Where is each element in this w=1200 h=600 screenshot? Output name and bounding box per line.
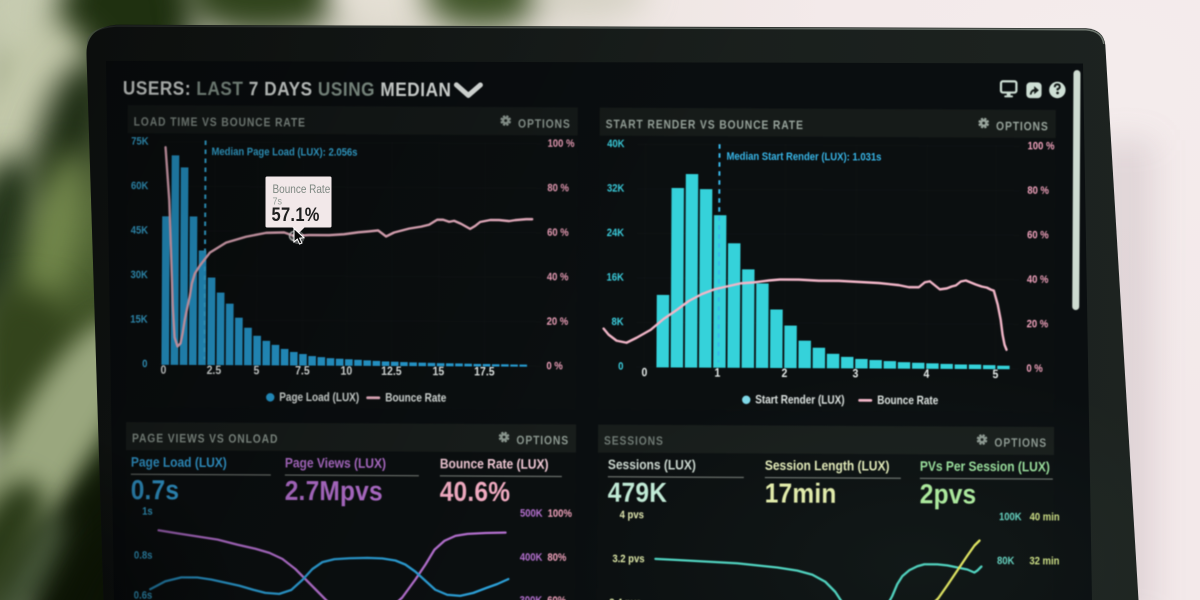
svg-text:32 min: 32 min: [1029, 556, 1059, 568]
svg-text:80K: 80K: [997, 556, 1015, 568]
svg-text:0 %: 0 %: [546, 361, 562, 373]
svg-text:300K: 300K: [519, 595, 542, 600]
svg-text:OPTIONS: OPTIONS: [994, 437, 1047, 450]
svg-text:3: 3: [852, 368, 858, 381]
svg-text:3.2 pvs: 3.2 pvs: [612, 554, 645, 566]
svg-text:SESSIONS: SESSIONS: [604, 435, 664, 448]
svg-text:0.8s: 0.8s: [134, 550, 153, 562]
svg-text:60 %: 60 %: [547, 227, 569, 239]
svg-text:0.6s: 0.6s: [134, 590, 153, 600]
svg-text:100 %: 100 %: [1028, 141, 1055, 153]
svg-text:2: 2: [781, 368, 787, 381]
svg-text:80 %: 80 %: [547, 183, 569, 195]
svg-text:15K: 15K: [130, 314, 148, 326]
svg-text:1s: 1s: [142, 506, 153, 518]
svg-text:60K: 60K: [131, 181, 149, 193]
svg-text:16K: 16K: [606, 272, 624, 284]
svg-text:40.6%: 40.6%: [440, 475, 511, 507]
svg-text:57.1%: 57.1%: [272, 204, 320, 225]
svg-text:60 %: 60 %: [1027, 230, 1049, 242]
svg-text:Bounce Rate: Bounce Rate: [273, 183, 331, 196]
svg-text:75K: 75K: [131, 136, 149, 148]
svg-text:8K: 8K: [611, 317, 624, 329]
svg-text:OPTIONS: OPTIONS: [516, 435, 569, 448]
svg-text:Median Page Load (LUX): 2.056s: Median Page Load (LUX): 2.056s: [211, 147, 357, 160]
svg-text:4: 4: [923, 368, 930, 381]
svg-text:7s: 7s: [273, 196, 283, 208]
svg-text:17min: 17min: [765, 477, 837, 509]
svg-text:LOAD TIME VS BOUNCE RATE: LOAD TIME VS BOUNCE RATE: [134, 116, 306, 130]
svg-text:30K: 30K: [130, 270, 148, 282]
svg-text:4 pvs: 4 pvs: [620, 510, 645, 522]
svg-text:Median Start Render (LUX): 1.0: Median Start Render (LUX): 1.031s: [726, 151, 881, 164]
svg-text:1: 1: [714, 367, 720, 380]
svg-text:5: 5: [992, 369, 998, 382]
svg-text:Bounce Rate (LUX): Bounce Rate (LUX): [440, 456, 549, 473]
svg-text:10: 10: [341, 365, 353, 378]
svg-text:OPTIONS: OPTIONS: [518, 118, 571, 131]
svg-text:60%: 60%: [547, 595, 566, 600]
svg-text:32K: 32K: [607, 183, 625, 195]
svg-text:45K: 45K: [131, 225, 149, 237]
svg-text:24K: 24K: [607, 228, 625, 240]
svg-text:0.7s: 0.7s: [131, 474, 180, 506]
svg-text:40K: 40K: [607, 139, 625, 151]
svg-text:40 min: 40 min: [1030, 512, 1060, 524]
svg-text:0: 0: [160, 364, 166, 377]
svg-text:Bounce Rate: Bounce Rate: [385, 392, 446, 405]
svg-text:Page Views (LUX): Page Views (LUX): [285, 455, 386, 472]
svg-text:2.7Mpvs: 2.7Mpvs: [285, 474, 383, 507]
svg-text:15: 15: [433, 366, 445, 379]
svg-text:Sessions (LUX): Sessions (LUX): [608, 456, 696, 472]
svg-text:Start Render (LUX): Start Render (LUX): [755, 394, 845, 407]
svg-text:17.5: 17.5: [474, 366, 494, 379]
svg-text:Page Load (LUX): Page Load (LUX): [131, 454, 227, 471]
svg-text:20 %: 20 %: [1027, 319, 1049, 331]
svg-text:80 %: 80 %: [1027, 185, 1049, 197]
svg-text:Session Length (LUX): Session Length (LUX): [765, 457, 890, 474]
svg-text:100 %: 100 %: [548, 138, 575, 150]
svg-text:0: 0: [142, 359, 148, 371]
svg-text:2pvs: 2pvs: [920, 478, 977, 510]
svg-text:0: 0: [641, 367, 647, 380]
svg-text:12.5: 12.5: [381, 365, 401, 378]
svg-text:PAGE VIEWS VS ONLOAD: PAGE VIEWS VS ONLOAD: [132, 433, 278, 447]
svg-text:Page Load (LUX): Page Load (LUX): [279, 391, 359, 404]
svg-text:OPTIONS: OPTIONS: [996, 121, 1049, 134]
svg-text:479K: 479K: [608, 476, 668, 508]
svg-text:5: 5: [253, 365, 259, 378]
svg-text:7.5: 7.5: [295, 365, 310, 378]
svg-text:START RENDER VS BOUNCE RATE: START RENDER VS BOUNCE RATE: [606, 119, 804, 133]
svg-text:500K: 500K: [520, 508, 543, 520]
svg-text:Bounce Rate: Bounce Rate: [877, 395, 938, 408]
svg-text:20 %: 20 %: [547, 316, 569, 328]
svg-text:0 %: 0 %: [1026, 363, 1042, 375]
svg-text:80%: 80%: [547, 552, 566, 564]
svg-text:100K: 100K: [999, 512, 1022, 524]
svg-text:40 %: 40 %: [1027, 274, 1049, 286]
svg-text:100%: 100%: [548, 508, 572, 520]
svg-text:0: 0: [618, 361, 624, 373]
svg-text:USERS: LAST 7 DAYS USING MEDIA: USERS: LAST 7 DAYS USING MEDIAN: [123, 76, 452, 100]
svg-text:400K: 400K: [520, 552, 543, 564]
svg-text:40 %: 40 %: [547, 272, 569, 284]
svg-text:2.5: 2.5: [207, 365, 222, 378]
svg-text:PVs Per Session (LUX): PVs Per Session (LUX): [920, 458, 1050, 475]
